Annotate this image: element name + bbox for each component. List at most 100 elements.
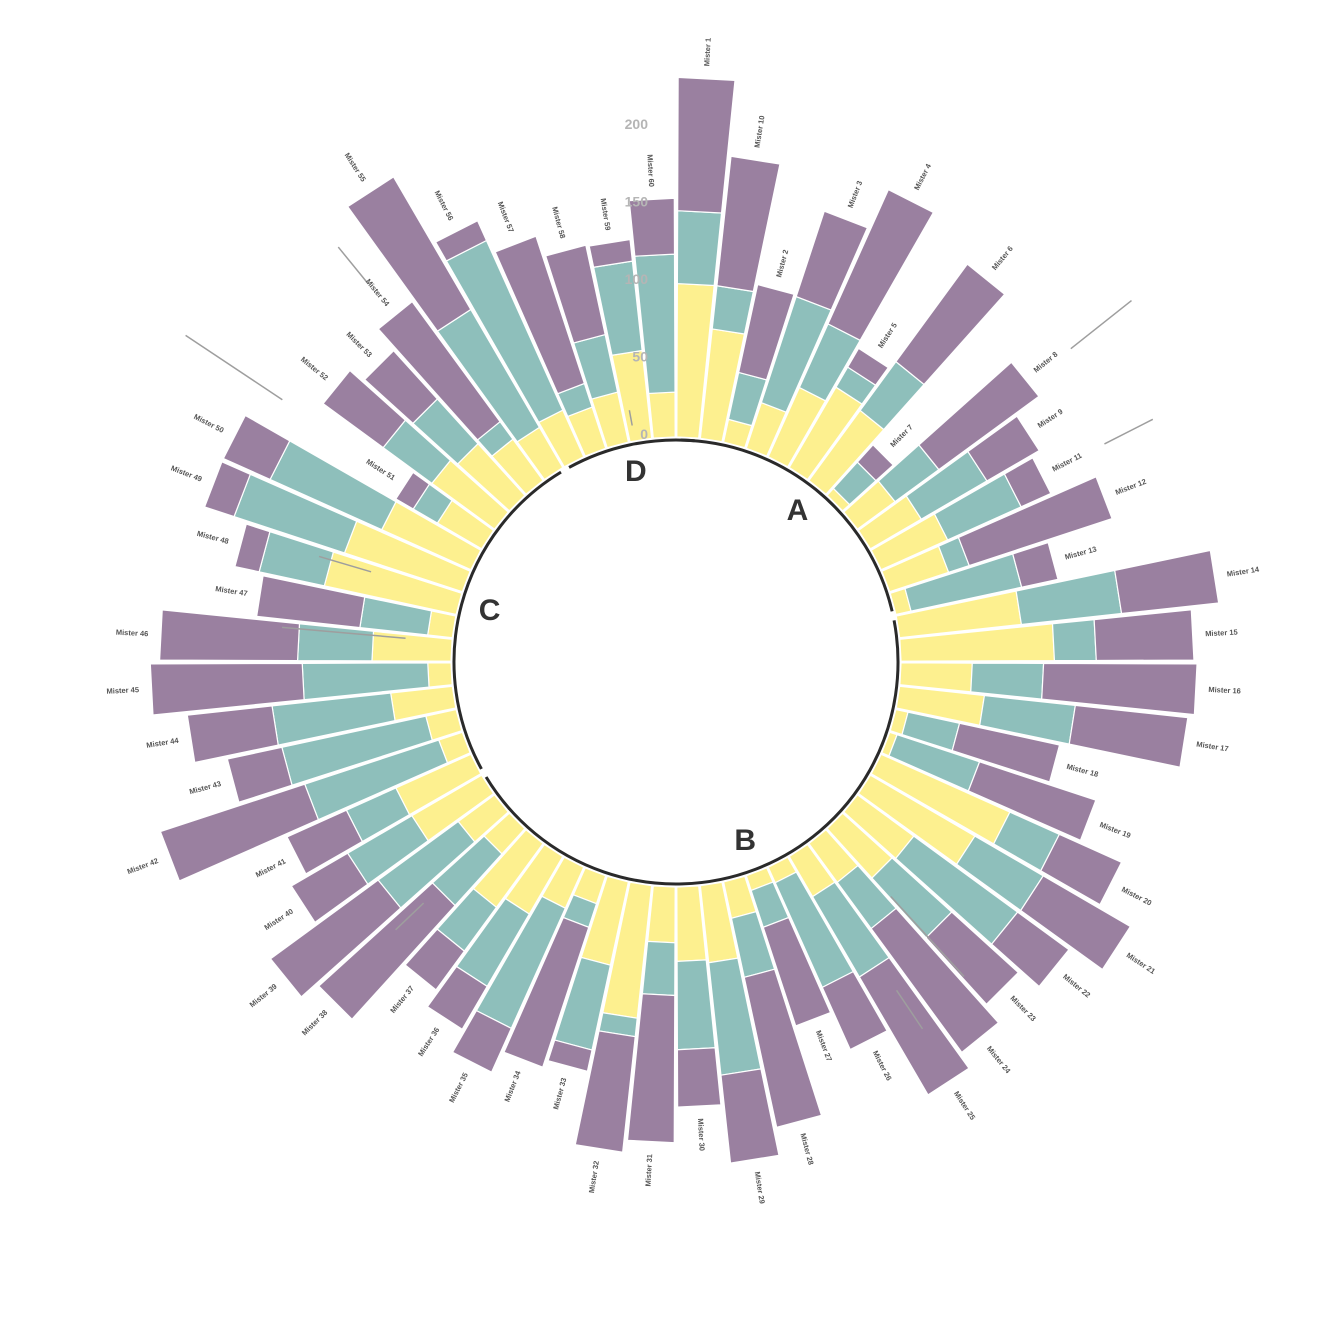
gridline-fragment [395,902,425,931]
bar-label: Mister 60 [645,154,656,187]
bar-label: Mister 18 [1066,762,1100,779]
bar-segment [186,705,279,764]
bar-label: Mister 56 [433,189,456,222]
bar-group [842,361,1040,530]
group-label: A [787,494,809,527]
bar-segment [426,610,457,639]
tick-label: 200 [625,116,649,132]
bar-label: Mister 26 [871,1049,894,1082]
gridline-fragment [1104,418,1154,445]
bar-segment [1003,456,1052,508]
bar-group [451,856,585,1074]
bar-segment [858,956,970,1096]
bar-segment [255,575,366,629]
bar-group [574,881,653,1153]
bar-group [722,283,795,449]
bar-label: Mister 37 [388,984,415,1015]
bar-label: Mister 2 [774,249,790,279]
group-arc [452,470,562,770]
bar-segment [1039,833,1123,906]
bar-label: Mister 52 [299,355,330,382]
bar-segment [990,911,1070,988]
bar-group [870,456,1052,571]
bar-group [149,662,453,716]
bar-segment [1051,618,1097,662]
bar-label: Mister 58 [550,206,567,240]
bar-label: Mister 15 [1205,628,1238,639]
bar-segment [203,461,252,518]
bar-segment [588,238,634,268]
bar-segment [628,197,676,257]
bar-group [346,176,564,481]
bar-segment [574,1030,636,1153]
bar-segment [451,1009,513,1074]
bar-segment [737,283,795,381]
bar-label: Mister 46 [116,628,149,639]
bar-label: Mister 39 [248,982,279,1009]
bar-segment [676,210,723,287]
bar-group [626,885,676,1144]
bar-segment [957,476,1113,567]
bar-group [788,843,970,1096]
bar-segment [1019,875,1132,971]
bar-segment [377,300,501,441]
bar-segment [762,916,832,1027]
bar-group [889,541,1059,616]
group-label: B [734,824,756,857]
bar-label: Mister 41 [254,857,287,880]
bar-label: Mister 17 [1196,739,1230,753]
bar-group [286,753,482,875]
bar-segment [404,928,466,991]
bar-segment [427,662,453,688]
group-arc [484,620,900,886]
bar-segment [970,662,1045,700]
bar-label: Mister 25 [952,1089,977,1121]
bar-group [186,685,457,764]
bar-label: Mister 1 [702,38,712,67]
bar-label: Mister 44 [146,736,180,750]
bar-segment [363,349,439,425]
bar-label: Mister 10 [752,115,766,149]
gridline-fragment [281,626,406,639]
bar-segment [795,210,869,311]
bar-group [895,549,1220,639]
bar-label: Mister 20 [1120,885,1153,908]
tick-label: 100 [625,271,649,287]
bar-segment [967,415,1041,482]
bars-layer [149,76,1220,1164]
bar-label: Mister 8 [1032,350,1060,375]
bar-group [290,774,495,924]
bar-group [434,219,585,468]
bar-group [158,609,453,662]
bar-group [588,238,653,443]
bar-label: Mister 6 [990,244,1015,272]
bar-group [722,875,823,1129]
bar-segment [1041,662,1198,716]
bar-group [699,881,780,1164]
bar-segment [149,662,305,716]
bar-label: Mister 32 [587,1160,601,1194]
bar-segment [547,1039,593,1073]
bar-label: Mister 55 [343,151,368,183]
bar-label: Mister 16 [1208,685,1241,696]
bar-group [628,197,676,439]
bar-group [676,76,736,439]
bar-label: Mister 24 [985,1044,1013,1076]
bar-label: Mister 59 [599,198,613,232]
bar-segment [967,761,1097,842]
bar-segment [1068,704,1189,768]
bar-label: Mister 43 [188,779,222,796]
bar-label: Mister 19 [1098,820,1132,840]
bar-group [842,794,1070,988]
bar-group [857,415,1041,550]
bar-group [788,347,890,481]
bar-segment [290,852,369,924]
bar-segment [434,219,488,262]
bar-label: Mister 30 [696,1118,707,1151]
bar-group [322,369,510,530]
bar-segment [158,609,301,662]
bar-label: Mister 9 [1036,407,1065,430]
gridline-fragment [318,555,372,573]
bar-label: Mister 42 [126,856,160,876]
